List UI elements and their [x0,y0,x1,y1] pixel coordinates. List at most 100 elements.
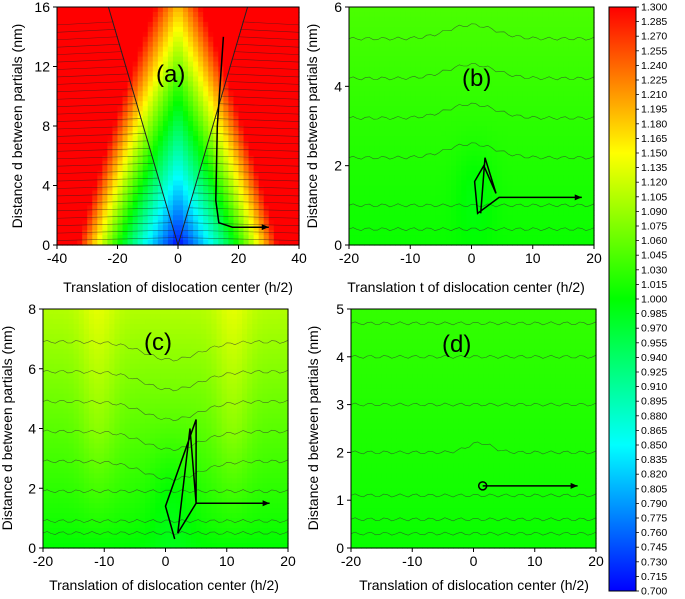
heatmap-cell [415,101,422,107]
heatmap-cell [369,26,376,33]
heatmap-cell [507,230,513,236]
heatmap-cell [278,170,285,177]
heatmap-cell [67,31,73,38]
heatmap-cell [548,96,554,102]
heatmap-cell [193,140,199,147]
heatmap-cell [502,170,508,177]
heatmap-cell [384,101,391,107]
heatmap-cell [384,200,391,206]
heatmap-b [348,7,595,246]
heatmap-cell [440,215,447,221]
heatmap-cell [573,116,580,122]
heatmap-cell [573,61,580,68]
heatmap-cell [568,195,575,201]
heatmap-cell [58,408,65,415]
heatmap-cell [379,180,386,187]
heatmap-cell [43,443,49,450]
heatmap-cell [53,458,59,464]
heatmap-cell [283,121,290,127]
heatmap-cell [354,220,360,226]
heatmap-cell [213,235,219,241]
heatmap-cell [532,21,539,28]
heatmap-cell [451,175,457,182]
heatmap-cell [72,130,78,137]
heatmap-cell [147,36,154,43]
heatmap-cell [122,215,129,221]
heatmap-cell [263,31,270,38]
heatmap-cell [107,101,114,107]
heatmap-cell [512,91,519,97]
heatmap-cell [43,433,49,440]
heatmap-cell [258,185,265,192]
heatmap-cell [369,71,376,78]
heatmap-cell [389,210,396,216]
heatmap-cell [228,155,235,162]
heatmap-cell [486,180,493,187]
heatmap-cell [400,235,406,241]
heatmap-cell [188,155,194,162]
heatmap-cell [77,235,83,241]
heatmap-cell [157,155,164,162]
heatmap-cell [167,16,174,23]
heatmap-cell [374,220,381,226]
heatmap-cell [62,26,68,33]
heatmap-cell [548,230,554,236]
heatmap-cell [167,210,174,216]
heatmap-cell [445,220,452,226]
heatmap-cell [172,155,179,162]
heatmap-cell [542,135,549,142]
heatmap-cell [553,11,559,18]
heatmap-cell [461,225,467,231]
heatmap-cell [537,111,544,117]
heatmap-cell [57,76,63,82]
heatmap-cell [466,71,473,78]
heatmap-cell [223,150,230,157]
heatmap-cell [102,101,109,107]
heatmap-cell [53,309,59,315]
heatmap-cell [400,101,406,107]
heatmap-cell [167,175,174,182]
heatmap-cell [486,140,493,147]
heatmap-cell [53,363,59,370]
heatmap-cell [583,165,590,172]
heatmap-cell [384,145,391,152]
heatmap-cell [512,225,519,231]
heatmap-cell [481,185,488,192]
heatmap-cell [172,106,179,112]
heatmap-cell [435,240,442,246]
heatmap-cell [405,205,411,211]
heatmap-cell [283,61,290,68]
heatmap-cell [542,66,549,73]
heatmap-cell [583,215,590,221]
heatmap-cell [486,106,493,112]
heatmap-cell [172,126,179,132]
heatmap-cell [471,170,478,177]
heatmap-cell [502,86,508,92]
heatmap-cell [349,175,355,182]
heatmap-cell [364,81,371,87]
heatmap-cell [563,16,570,23]
heatmap-cell [394,150,401,157]
heatmap-cell [578,220,585,226]
heatmap-cell [117,36,124,43]
heatmap-cell [354,101,360,107]
heatmap-cell [43,528,49,534]
heatmap-cell [208,116,214,122]
heatmap-cell [117,135,124,142]
heatmap-cell [548,180,554,187]
heatmap-cell [354,31,360,38]
heatmap-cell [379,150,386,157]
heatmap-cell [273,240,280,246]
heatmap-cell [466,46,473,53]
heatmap-cell [97,116,103,122]
heatmap-cell [384,46,391,53]
heatmap-cell [243,170,250,177]
heatmap-cell [278,21,285,28]
heatmap-cell [58,523,65,529]
heatmap-cell [588,135,595,142]
heatmap-cell [430,51,437,58]
heatmap-cell [359,225,365,231]
heatmap-cell [425,86,432,92]
heatmap-cell [132,91,139,97]
heatmap-cell [389,61,396,68]
